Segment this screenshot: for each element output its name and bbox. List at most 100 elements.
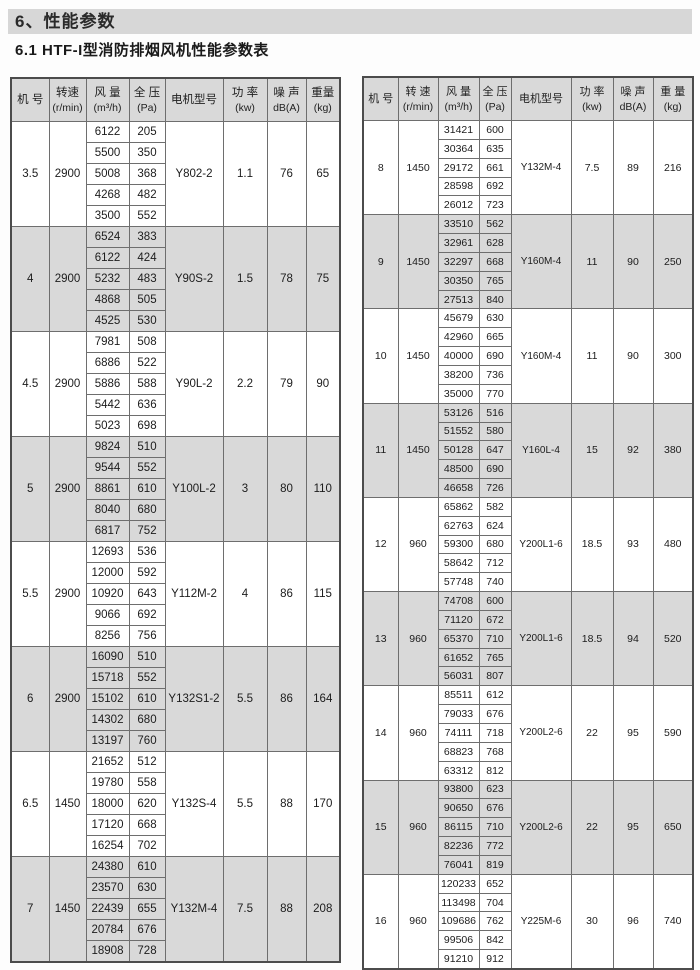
airflow-cell: 74708 <box>437 591 480 611</box>
noise-cell: 86 <box>266 541 307 647</box>
table-row: 10 1450 45679 630 Y160M-4 11 90 300 <box>362 308 694 404</box>
pressure-cell: 665 <box>478 327 512 348</box>
performance-table-sizes-8-16: 机 号转 速 (r/min) 风 量 (m³/h) 全 压 (Pa) 电机型号功 率 (kw)… <box>362 76 694 970</box>
motor-model-cell: Y200L2-6 <box>510 685 572 781</box>
airflow-cell: 8256 <box>85 625 130 647</box>
airflow-cell: 5023 <box>85 415 130 437</box>
table-row: 90650 676 <box>363 798 693 819</box>
pressure-cell: 819 <box>478 854 512 875</box>
airflow-cell: 18000 <box>85 793 130 815</box>
pressure-cell: 580 <box>478 421 512 442</box>
table-row: 15102 610 <box>11 688 340 710</box>
pressure-cell: 522 <box>128 352 166 374</box>
airflow-cell: 65862 <box>437 496 480 517</box>
pressure-cell: 610 <box>128 856 166 878</box>
machine-no-cell: 4 <box>10 226 50 332</box>
pressure-cell: 600 <box>478 591 512 611</box>
airflow-cell: 22439 <box>85 898 130 920</box>
motor-model-cell: Y90S-2 <box>164 226 224 332</box>
airflow-cell: 63312 <box>437 760 480 781</box>
table-row: 76041 819 <box>363 854 693 875</box>
airflow-cell: 38200 <box>437 364 480 385</box>
airflow-cell: 56031 <box>437 666 480 687</box>
table-row: 4868 505 <box>11 289 340 311</box>
noise-cell: 94 <box>612 591 654 687</box>
pressure-cell: 756 <box>128 625 166 647</box>
pressure-cell: 508 <box>128 331 166 353</box>
machine-no-cell: 11 <box>362 402 399 498</box>
pressure-cell: 655 <box>128 898 166 920</box>
noise-header: 噪 声 dB(A) <box>266 77 307 122</box>
pressure-cell: 592 <box>128 562 166 584</box>
table-row: 38200 736 <box>363 364 693 385</box>
airflow-cell: 32297 <box>437 251 480 272</box>
noise-cell: 76 <box>266 121 307 227</box>
table-row: 5023 698 <box>11 415 340 437</box>
speed-cell: 2900 <box>48 331 87 437</box>
airflow-cell: 71120 <box>437 609 480 630</box>
weight-cell: 216 <box>652 119 694 216</box>
airflow-header: 风 量 (m³/h) <box>437 76 480 121</box>
table-row: 4268 482 <box>11 184 340 206</box>
pressure-cell: 672 <box>478 609 512 630</box>
motor-model-cell: Y160M-4 <box>510 308 572 404</box>
pressure-cell: 680 <box>478 534 512 555</box>
power-cell: 7.5 <box>570 119 614 216</box>
table-row: 8040 680 <box>11 499 340 521</box>
pressure-cell: 483 <box>128 268 166 290</box>
motor-model-cell: Y802-2 <box>164 121 224 227</box>
airflow-cell: 33510 <box>437 214 480 235</box>
table-row: 68823 768 <box>363 741 693 762</box>
weight-cell: 300 <box>652 308 694 404</box>
table-row: 74111 718 <box>363 723 693 743</box>
weight-cell: 170 <box>305 751 341 857</box>
pressure-cell: 628 <box>478 233 512 253</box>
speed-header: 转 速 (r/min) <box>397 76 439 121</box>
machine-no-cell: 3.5 <box>10 121 50 227</box>
table-row: 59300 680 <box>363 534 693 555</box>
machine-no-header: 机 号 <box>362 76 399 121</box>
airflow-cell: 30350 <box>437 270 480 291</box>
pressure-cell: 512 <box>128 751 166 773</box>
pressure-cell: 807 <box>478 666 512 687</box>
airflow-cell: 91210 <box>437 949 480 970</box>
table-row: 28598 692 <box>363 176 693 197</box>
pressure-cell: 718 <box>478 723 512 743</box>
table-row: 8861 610 <box>11 478 340 500</box>
weight-cell: 480 <box>652 496 694 593</box>
table-row: 4.5 2900 7981 508 Y90L-2 2.2 79 90 <box>10 331 341 437</box>
pressure-cell: 505 <box>128 289 166 311</box>
table-row: 27513 840 <box>363 289 693 310</box>
speed-cell: 2900 <box>48 121 87 227</box>
airflow-cell: 4525 <box>85 310 130 332</box>
section-title-bar: 6、性能参数 <box>8 9 692 34</box>
airflow-cell: 5886 <box>85 373 130 395</box>
pressure-cell: 612 <box>478 685 512 706</box>
machine-no-cell: 10 <box>362 308 399 404</box>
table-row: 109686 762 <box>363 911 693 932</box>
pressure-cell: 620 <box>128 793 166 815</box>
noise-cell: 88 <box>266 856 307 963</box>
airflow-cell: 45679 <box>437 308 480 329</box>
speed-cell: 960 <box>397 591 439 687</box>
airflow-cell: 57748 <box>437 572 480 593</box>
power-cell: 1.5 <box>222 226 268 332</box>
airflow-cell: 12000 <box>85 562 130 584</box>
weight-header: 重量 (kg) <box>305 77 341 122</box>
pressure-cell: 636 <box>128 394 166 416</box>
motor-model-cell: Y132M-4 <box>510 119 572 216</box>
pressure-cell: 530 <box>128 310 166 332</box>
performance-table-right: 机 号转 速 (r/min) 风 量 (m³/h) 全 压 (Pa) 电机型号功 率 (kw)… <box>362 76 694 970</box>
airflow-cell: 7981 <box>85 331 130 353</box>
airflow-cell: 6886 <box>85 352 130 374</box>
pressure-cell: 692 <box>478 176 512 197</box>
speed-cell: 1450 <box>48 751 87 857</box>
table-row: 46658 726 <box>363 478 693 498</box>
airflow-cell: 74111 <box>437 723 480 743</box>
power-cell: 22 <box>570 779 614 875</box>
pressure-cell: 623 <box>478 779 512 800</box>
airflow-cell: 85511 <box>437 685 480 706</box>
table-row: 71120 672 <box>363 609 693 630</box>
airflow-cell: 8861 <box>85 478 130 500</box>
airflow-cell: 35000 <box>437 383 480 404</box>
